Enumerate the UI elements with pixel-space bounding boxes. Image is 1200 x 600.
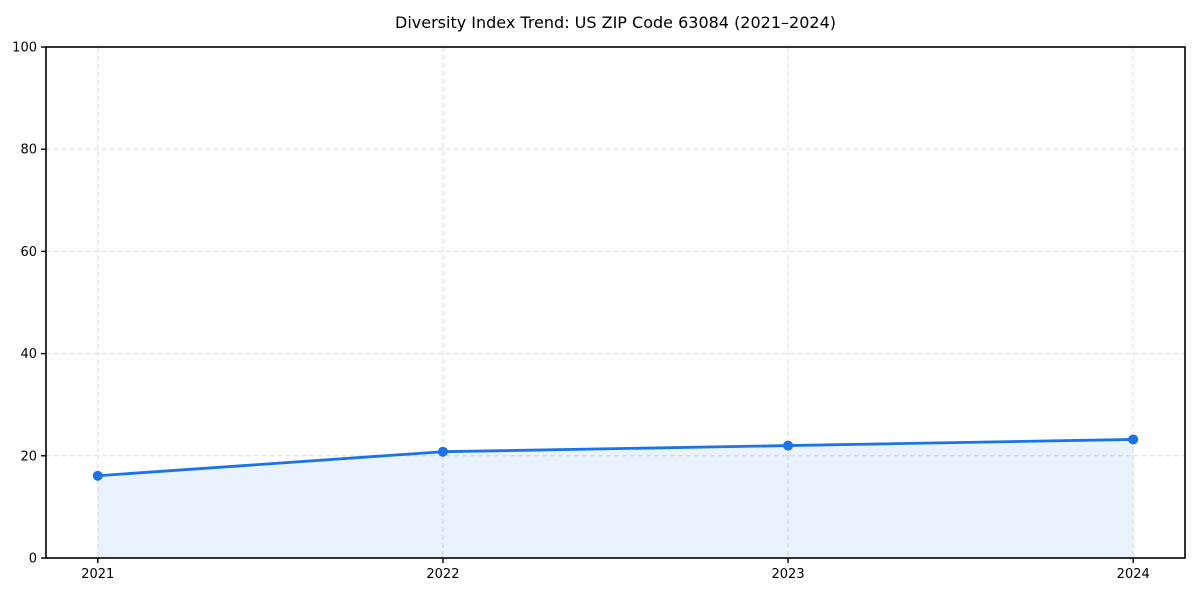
plot-border: [45, 46, 1186, 559]
y-tick-label: 40: [20, 347, 37, 362]
x-tick-label: 2021: [81, 567, 114, 582]
data-point: [92, 470, 103, 481]
y-tick-label: 0: [29, 552, 37, 567]
chart-title: Diversity Index Trend: US ZIP Code 63084…: [395, 13, 836, 32]
area-fill: [97, 439, 1134, 558]
y-tick-label: 100: [12, 41, 37, 56]
x-tick-label: 2022: [426, 567, 459, 582]
y-tick-label: 80: [20, 143, 37, 158]
data-point: [1128, 434, 1139, 445]
trend-line: [96, 438, 1135, 478]
x-tick-label: 2024: [1117, 567, 1150, 582]
data-point: [437, 446, 448, 457]
x-tick-label: 2023: [772, 567, 805, 582]
y-tick-label: 20: [20, 449, 37, 464]
y-tick-label: 60: [20, 245, 37, 260]
data-point: [783, 440, 794, 451]
